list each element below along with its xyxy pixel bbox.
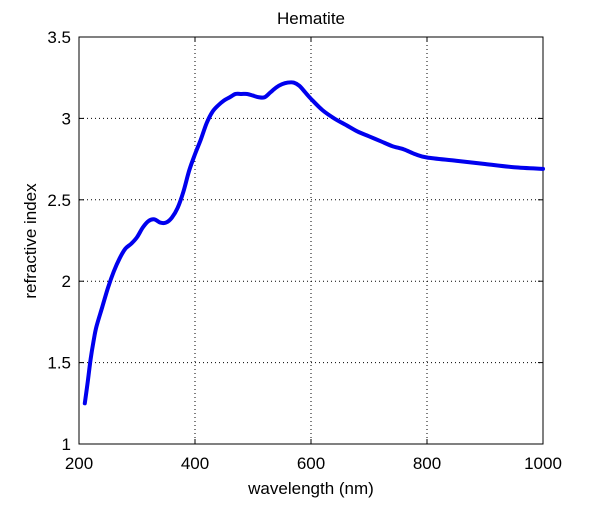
series-line (82, 80, 545, 406)
x-tick-label: 200 (65, 454, 93, 473)
y-tick-label: 2 (62, 272, 71, 291)
y-tick-label: 1 (62, 435, 71, 454)
y-axis-label: refractive index (21, 183, 40, 299)
x-tick-labels: 200 400 600 800 1000 (65, 454, 562, 473)
y-tick-label: 3.5 (47, 28, 71, 47)
x-tick-label: 800 (413, 454, 441, 473)
x-tick-label: 1000 (524, 454, 562, 473)
grid (79, 37, 543, 444)
chart-title: Hematite (277, 9, 345, 28)
y-tick-labels: 1 1.5 2 2.5 3 3.5 (47, 28, 71, 454)
x-axis-label: wavelength (nm) (247, 479, 374, 498)
y-tick-label: 1.5 (47, 354, 71, 373)
x-tick-label: 400 (181, 454, 209, 473)
y-tick-label: 3 (62, 109, 71, 128)
y-tick-label: 2.5 (47, 191, 71, 210)
plot-area-frame (78, 36, 544, 445)
x-tick-label: 600 (297, 454, 325, 473)
